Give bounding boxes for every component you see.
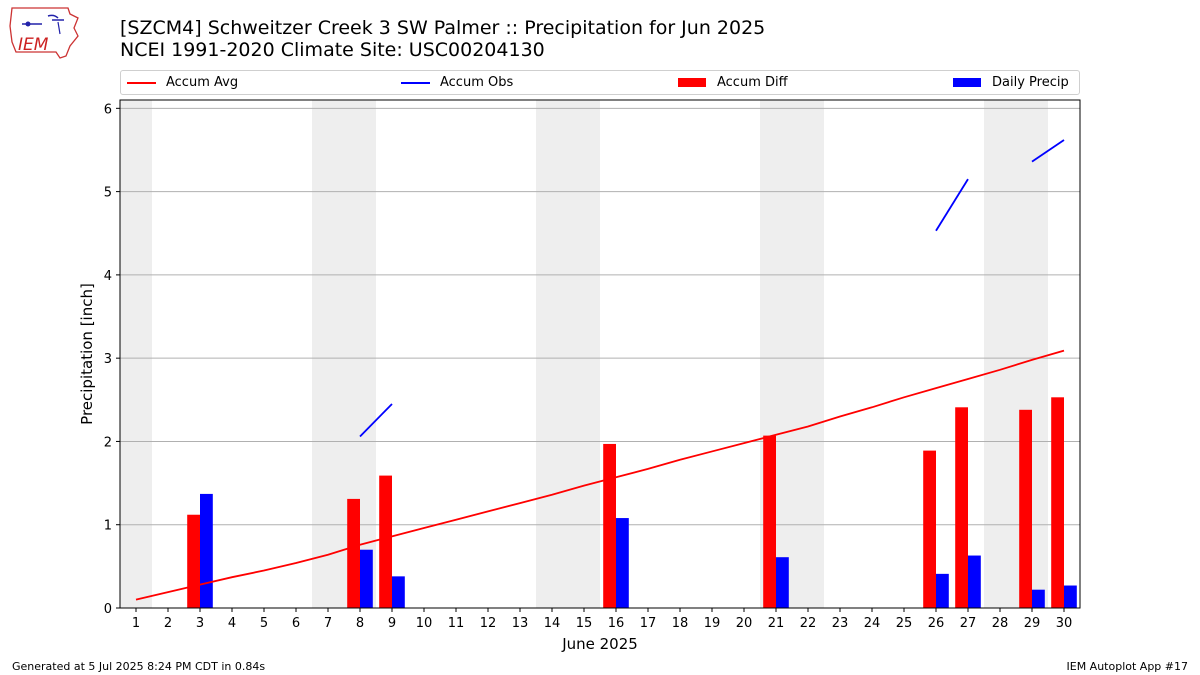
- x-tick-label-26: 26: [928, 616, 945, 631]
- x-tick-label-25: 25: [896, 616, 913, 631]
- daily-precip-bar-day-3: [200, 493, 213, 608]
- y-tick-label-5: 5: [104, 186, 112, 201]
- daily-precip-bar-day-26: [936, 573, 949, 608]
- accum-diff-bar-day-29: [1019, 409, 1032, 608]
- accum-diff-bar-day-26: [923, 450, 936, 608]
- x-tick-label-1: 1: [132, 616, 140, 631]
- accum-obs-line-segment-2: [935, 178, 969, 232]
- daily-precip-bar-day-8: [360, 549, 373, 608]
- legend: Accum Avg Accum Obs Accum Diff Daily Pre…: [120, 70, 1080, 95]
- plot-frame: [119, 99, 1081, 609]
- legend-label-accum-obs: Accum Obs: [440, 75, 514, 90]
- accum-obs-line-segment-1: [359, 403, 393, 438]
- x-tick-label-29: 29: [1024, 616, 1041, 631]
- y-tick-label-3: 3: [104, 352, 112, 367]
- x-tick-label-19: 19: [704, 616, 721, 631]
- x-tick-label-6: 6: [292, 616, 300, 631]
- x-tick-label-21: 21: [768, 616, 785, 631]
- x-tick-label-5: 5: [260, 616, 268, 631]
- weekend-shade-day-14: [536, 100, 568, 608]
- x-tick-label-15: 15: [576, 616, 593, 631]
- accum-diff-bar-day-9: [379, 475, 392, 608]
- legend-swatch-accum-diff: [678, 78, 706, 87]
- x-tick-label-20: 20: [736, 616, 753, 631]
- x-tick-label-27: 27: [960, 616, 977, 631]
- legend-swatch-daily-precip: [953, 78, 981, 87]
- legend-swatch-accum-obs: [401, 81, 430, 84]
- accum-obs-line-segment-3: [1031, 139, 1065, 163]
- accum-avg-line: [135, 349, 1065, 601]
- x-tick-label-14: 14: [544, 616, 561, 631]
- x-tick-label-23: 23: [832, 616, 849, 631]
- y-axis-label: Precipitation [inch]: [78, 283, 96, 425]
- legend-item-accum-obs: Accum Obs: [401, 71, 513, 94]
- weekend-shading: [120, 100, 1048, 608]
- x-tick-label-4: 4: [228, 616, 236, 631]
- weekend-shade-day-15: [568, 100, 600, 608]
- x-tick-label-11: 11: [448, 616, 465, 631]
- y-tick-label-1: 1: [104, 519, 112, 534]
- x-tick-label-30: 30: [1056, 616, 1073, 631]
- accum-diff-bar-day-21: [763, 435, 776, 608]
- daily-precip-bar-day-9: [392, 576, 405, 608]
- y-tick-label-0: 0: [104, 602, 112, 617]
- axes: 1 2 3 4 5 6 7 8 9 10 11 12 13 14 15 16 17 18 19 20 21 22 23 24 2…: [104, 99, 1081, 631]
- legend-item-accum-diff: Accum Diff: [678, 71, 788, 94]
- x-tick-label-22: 22: [800, 616, 817, 631]
- legend-label-daily-precip: Daily Precip: [992, 75, 1069, 90]
- daily-precip-bar-day-29: [1032, 589, 1045, 608]
- legend-label-accum-avg: Accum Avg: [166, 75, 239, 90]
- legend-item-accum-avg: Accum Avg: [127, 71, 238, 94]
- x-tick-label-28: 28: [992, 616, 1009, 631]
- x-tick-label-9: 9: [388, 616, 396, 631]
- y-tick-label-2: 2: [104, 435, 112, 450]
- app-id: IEM Autoplot App #17: [1066, 660, 1189, 673]
- generated-timestamp: Generated at 5 Jul 2025 8:24 PM CDT in 0…: [12, 660, 266, 673]
- accum-diff-bar-day-30: [1051, 397, 1064, 608]
- lines: [135, 139, 1065, 601]
- iem-logo: IEM: [9, 7, 79, 59]
- x-tick-label-12: 12: [480, 616, 497, 631]
- x-tick-label-7: 7: [324, 616, 332, 631]
- x-tick-label-16: 16: [608, 616, 625, 631]
- x-tick-label-2: 2: [164, 616, 172, 631]
- weekend-shade-day-7: [312, 100, 344, 608]
- x-tick-label-24: 24: [864, 616, 881, 631]
- daily-precip-bar-day-21: [776, 557, 789, 608]
- daily-precip-bar-day-16: [616, 518, 629, 608]
- x-tick-label-13: 13: [512, 616, 529, 631]
- chart-subtitle: NCEI 1991-2020 Climate Site: USC00204130: [120, 39, 545, 61]
- accum-diff-bar-day-27: [955, 407, 968, 608]
- weekend-shade-day-22: [792, 100, 824, 608]
- daily-precip-bar-day-30: [1064, 585, 1077, 608]
- x-axis-label: June 2025: [561, 635, 638, 653]
- weekend-shade-day-28: [984, 100, 1016, 608]
- accum-diff-bar-day-8: [347, 498, 360, 608]
- chart-title: [SZCM4] Schweitzer Creek 3 SW Palmer :: …: [120, 17, 766, 39]
- accum-diff-bar-day-3: [187, 514, 200, 608]
- bars: [187, 397, 1077, 608]
- legend-item-daily-precip: Daily Precip: [953, 71, 1069, 94]
- daily-precip-bar-day-27: [968, 555, 981, 608]
- legend-label-accum-diff: Accum Diff: [717, 75, 788, 90]
- y-tick-label-4: 4: [104, 269, 112, 284]
- y-tick-label-6: 6: [104, 102, 112, 117]
- x-tick-label-10: 10: [416, 616, 433, 631]
- x-tick-label-18: 18: [672, 616, 689, 631]
- x-tick-label-17: 17: [640, 616, 657, 631]
- accum-diff-bar-day-16: [603, 443, 616, 608]
- weekend-shade-day-1: [120, 100, 152, 608]
- logo-text: IEM: [18, 35, 49, 55]
- x-tick-label-8: 8: [356, 616, 364, 631]
- x-tick-label-3: 3: [196, 616, 204, 631]
- legend-swatch-accum-avg: [127, 81, 156, 84]
